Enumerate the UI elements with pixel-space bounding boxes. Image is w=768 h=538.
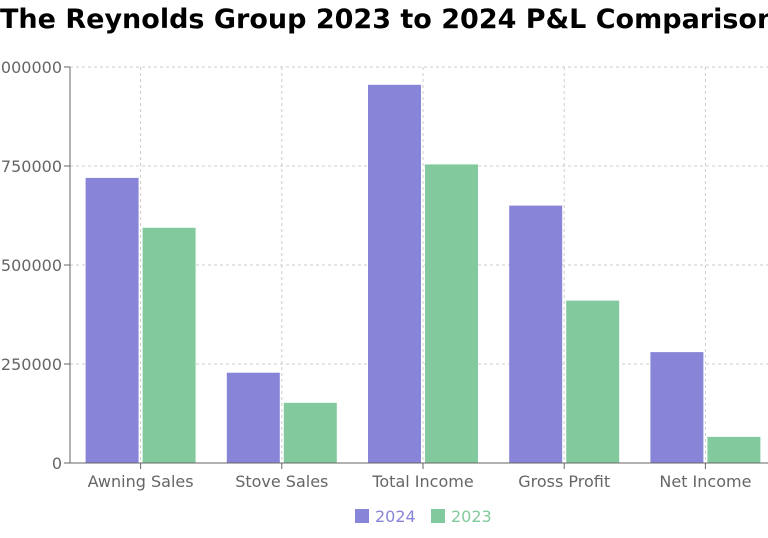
bar-2024-3 xyxy=(509,205,563,463)
legend-swatch-2023 xyxy=(431,509,445,523)
y-tick-label: 750000 xyxy=(1,157,62,176)
y-tick-label: 500000 xyxy=(1,256,62,275)
legend: 2024 2023 xyxy=(355,507,492,526)
bar-2023-0 xyxy=(142,227,196,463)
y-tick-label: 1000000 xyxy=(0,58,62,77)
bar-2024-1 xyxy=(226,372,280,463)
bar-2023-1 xyxy=(283,402,337,463)
legend-label-2024: 2024 xyxy=(375,507,416,526)
bar-2023-3 xyxy=(566,300,620,463)
axes: 0 250000 500000 750000 1000000 Awning Sales St… xyxy=(0,58,768,491)
x-tick-label: Total Income xyxy=(371,472,473,491)
y-tick-label: 0 xyxy=(52,454,62,473)
x-tick-label: Gross Profit xyxy=(518,472,610,491)
bar-2023-2 xyxy=(425,164,478,463)
y-tick-label: 250000 xyxy=(1,355,62,374)
legend-swatch-2024 xyxy=(355,509,369,523)
chart-title: The Reynolds Group 2023 to 2024 P&L Comp… xyxy=(0,4,768,35)
x-tick-label: Net Income xyxy=(659,472,751,491)
x-tick-label: Awning Sales xyxy=(88,472,194,491)
legend-label-2023: 2023 xyxy=(451,507,492,526)
bar-2024-4 xyxy=(650,352,704,463)
bars xyxy=(85,84,761,463)
x-tick-label: Stove Sales xyxy=(235,472,328,491)
bar-2024-2 xyxy=(368,84,421,463)
bar-2023-4 xyxy=(707,436,761,463)
bar-2024-0 xyxy=(85,177,139,463)
